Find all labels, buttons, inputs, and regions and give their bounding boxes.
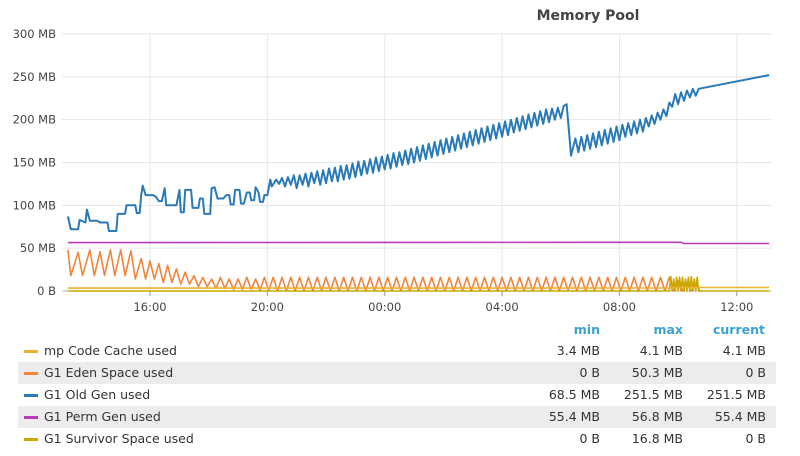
series-line-g1-survivor-space-used [67,275,770,292]
legend-col-max: max [653,322,683,337]
x-tick-label: 16:00 [133,300,166,314]
y-tick-label: 150 MB [13,156,57,170]
series-swatch [24,438,38,441]
y-tick-label: 200 MB [13,113,57,127]
series-line-g1-old-gen-used [66,74,770,232]
legend-max-value: 16.8 MB [631,431,683,446]
series-swatch [24,394,38,397]
x-tick-label: 20:00 [251,300,284,314]
legend-max-value: 50.3 MB [631,365,683,380]
legend-row[interactable]: G1 Perm Gen used 55.4 MB 56.8 MB 55.4 MB [18,406,776,428]
y-tick-label: 250 MB [13,70,57,84]
legend-min-value: 0 B [579,431,600,446]
legend-series-name: G1 Perm Gen used [44,409,161,424]
series-group [66,74,770,292]
series-swatch [24,416,38,419]
legend-series-name: mp Code Cache used [44,343,177,358]
series-line-g1-eden-space-used [67,249,701,292]
legend-max-value: 56.8 MB [631,409,683,424]
legend-max-value: 251.5 MB [623,387,683,402]
grid [62,33,772,292]
legend-header: min max current [0,318,800,340]
legend-row[interactable]: G1 Survivor Space used 0 B 16.8 MB 0 B [18,428,776,450]
y-tick-label: 100 MB [13,198,57,212]
legend-min-value: 3.4 MB [556,343,600,358]
legend-table: min max current mp Code Cache used 3.4 M… [0,318,800,450]
legend-col-current: current [713,322,765,337]
y-tick-label: 50 MB [20,241,56,255]
legend-current-value: 0 B [745,431,766,446]
x-tick-label: 00:00 [368,300,401,314]
series-line-g1-perm-gen-used [67,241,770,245]
legend-series-name: G1 Eden Space used [44,365,174,380]
legend-current-value: 251.5 MB [706,387,766,402]
legend-min-value: 68.5 MB [548,387,600,402]
x-tick-label: 08:00 [603,300,636,314]
legend-current-value: 55.4 MB [714,409,766,424]
x-tick-label: 04:00 [486,300,519,314]
legend-row[interactable]: mp Code Cache used 3.4 MB 4.1 MB 4.1 MB [18,340,776,362]
series-swatch [24,372,38,375]
memory-pool-chart: Memory Pool 0 B 50 MB 100 MB 150 MB 200 MB 25… [13,8,772,314]
legend-row[interactable]: G1 Eden Space used 0 B 50.3 MB 0 B [18,362,776,384]
x-axis: 16:00 20:00 00:00 04:00 08:00 12:00 [62,290,772,314]
legend-col-min: min [573,322,600,337]
legend-max-value: 4.1 MB [639,343,683,358]
legend-current-value: 4.1 MB [722,343,766,358]
legend-series-name: G1 Survivor Space used [44,431,194,446]
y-tick-label: 300 MB [13,27,57,41]
legend-series-name: G1 Old Gen used [44,387,151,402]
y-axis: 0 B 50 MB 100 MB 150 MB 200 MB 250 MB 300 MB [13,27,57,298]
legend-row[interactable]: G1 Old Gen used 68.5 MB 251.5 MB 251.5 M… [18,384,776,406]
legend-min-value: 0 B [579,365,600,380]
x-tick-label: 12:00 [720,300,753,314]
series-swatch [24,350,38,353]
chart-title: Memory Pool [537,8,640,24]
legend-current-value: 0 B [745,365,766,380]
legend-min-value: 55.4 MB [548,409,600,424]
series-line-mp-code-cache-used [67,286,770,289]
y-tick-label: 0 B [37,284,56,298]
